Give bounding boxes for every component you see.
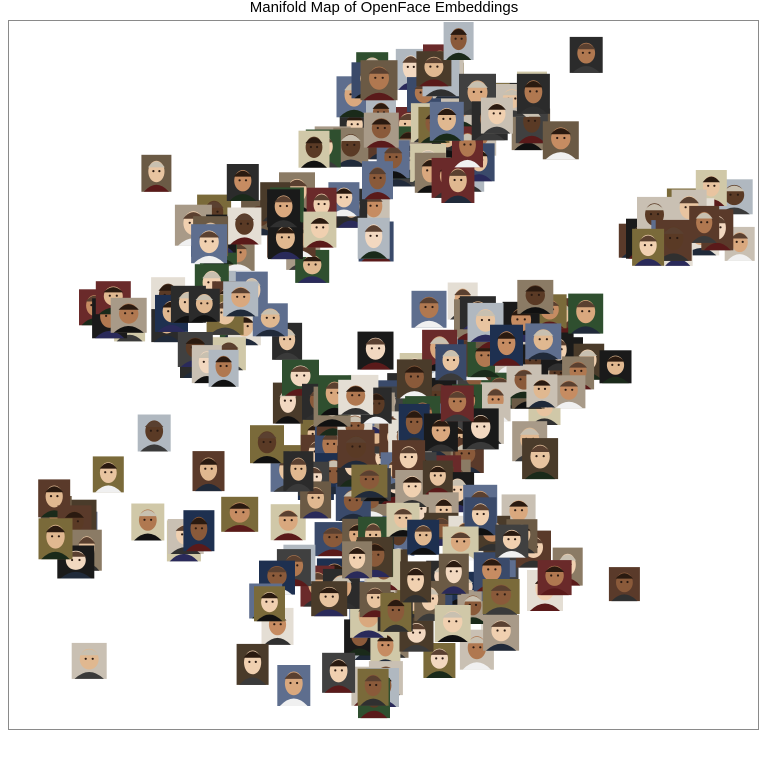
face-point — [110, 297, 147, 333]
face-point — [252, 303, 288, 337]
face-point — [188, 288, 220, 322]
face-point — [632, 228, 665, 266]
face-point — [435, 344, 467, 381]
face-point — [599, 350, 632, 384]
face-point — [522, 438, 559, 480]
face-point — [337, 429, 375, 468]
face-point — [191, 224, 228, 264]
face-point — [254, 586, 285, 622]
face-point — [357, 668, 389, 706]
face-point — [438, 553, 469, 594]
face-point — [223, 281, 259, 317]
face-point — [38, 518, 73, 560]
face-point — [422, 460, 453, 495]
face-point — [537, 560, 572, 596]
face-point — [441, 162, 475, 203]
face-point — [71, 642, 107, 679]
face-point — [400, 561, 432, 603]
face-point — [490, 324, 523, 366]
face-point — [568, 293, 604, 334]
face-point — [131, 503, 165, 541]
face-point — [526, 374, 558, 408]
face-point — [311, 581, 348, 617]
face-point — [267, 189, 301, 228]
scatter-svg — [38, 22, 755, 719]
face-point — [608, 567, 640, 602]
face-point — [517, 279, 554, 314]
face-point — [443, 22, 474, 60]
face-point — [434, 605, 471, 642]
face-point — [416, 51, 452, 87]
face-point — [396, 359, 432, 399]
face-point — [236, 643, 269, 685]
face-point — [542, 121, 579, 160]
face-point — [250, 425, 284, 464]
face-point — [226, 164, 259, 201]
face-point — [277, 665, 311, 706]
face-point — [270, 504, 306, 541]
face-point — [342, 541, 373, 579]
face-point — [192, 451, 225, 492]
face-point — [357, 331, 394, 370]
face-point — [362, 161, 393, 200]
face-point — [480, 97, 513, 134]
face-point — [221, 496, 259, 532]
face-point — [482, 579, 520, 614]
plot-area — [8, 20, 759, 730]
face-point — [298, 130, 330, 168]
face-point — [38, 479, 71, 518]
face-point — [380, 592, 412, 632]
face-point — [351, 464, 388, 498]
face-point — [407, 519, 440, 555]
face-point — [322, 652, 356, 693]
face-point — [357, 217, 390, 259]
face-point — [483, 614, 520, 651]
face-point — [141, 154, 172, 192]
face-point — [338, 379, 374, 415]
face-point — [183, 510, 215, 552]
face-point — [429, 101, 464, 141]
face-point — [411, 290, 447, 328]
face-point — [516, 73, 550, 114]
face-point — [689, 205, 720, 243]
face-point — [137, 414, 171, 452]
chart-title: Manifold Map of OpenFace Embeddings — [249, 0, 519, 16]
face-point — [283, 451, 314, 492]
face-point — [495, 524, 529, 558]
face-point — [363, 112, 399, 148]
face-point — [303, 211, 337, 248]
face-point — [360, 60, 398, 101]
face-point — [552, 375, 586, 409]
face-point — [208, 349, 239, 387]
face-point — [525, 323, 562, 360]
face-point — [227, 207, 262, 245]
face-point — [569, 36, 603, 73]
face-point — [440, 385, 474, 422]
face-point — [92, 456, 124, 493]
